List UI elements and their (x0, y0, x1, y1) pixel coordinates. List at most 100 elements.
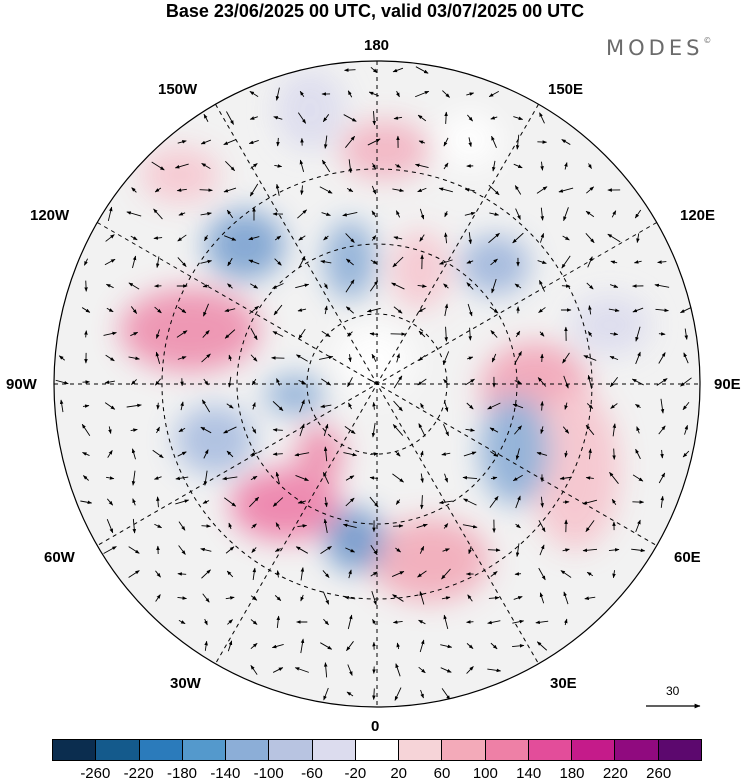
wind-arrow (419, 545, 425, 554)
wind-arrow (443, 137, 449, 147)
wind-arrow (130, 428, 138, 432)
wind-arrow (274, 595, 282, 601)
colorbar-swatch (226, 740, 270, 760)
wind-arrow (294, 452, 310, 457)
wind-arrow (395, 163, 402, 168)
wind-arrow (562, 426, 570, 434)
wind-arrow (130, 235, 138, 241)
wind-arrow (684, 328, 688, 340)
wind-arrow (419, 234, 425, 242)
wind-arrow (323, 518, 328, 534)
wind-arrow (420, 450, 424, 458)
wind-arrow (177, 306, 187, 314)
colorbar-tick-label: -140 (210, 765, 241, 782)
wind-arrow (562, 235, 570, 241)
wind-arrow (610, 332, 619, 336)
wind-arrow (132, 518, 137, 534)
wind-arrow (276, 615, 281, 628)
wind-arrow (491, 278, 497, 294)
wind-arrow (587, 331, 593, 337)
wind-arrow (249, 305, 260, 315)
wind-arrow (465, 428, 475, 432)
wind-arrow (152, 449, 164, 459)
wind-arrow (225, 546, 235, 554)
wind-arrow (203, 449, 209, 459)
wind-arrow (490, 258, 498, 266)
wind-arrow (608, 548, 620, 552)
wind-arrow (297, 209, 307, 219)
wind-arrow (464, 211, 476, 216)
wind-arrow (178, 427, 186, 433)
wind-arrow (682, 401, 690, 411)
wind-arrow (512, 619, 525, 624)
wind-arrow (536, 641, 548, 651)
wind-arrow (540, 207, 545, 221)
wind-arrow (636, 426, 640, 434)
lon-label-150e: 150E (548, 81, 584, 98)
wind-arrow (344, 68, 356, 72)
wind-arrow (632, 307, 644, 313)
wind-arrow (299, 423, 305, 437)
wind-arrow (154, 476, 162, 480)
wind-arrow (227, 283, 233, 289)
wind-arrow (488, 184, 500, 196)
wind-arrow (200, 139, 212, 145)
wind-arrow (394, 687, 402, 701)
wind-arrow (514, 283, 522, 289)
wind-arrow (223, 139, 237, 145)
wind-arrow (418, 423, 426, 437)
wind-arrow (438, 187, 453, 193)
wind-arrow (635, 519, 641, 533)
wind-arrow (490, 642, 498, 650)
wind-arrow (466, 620, 474, 624)
wind-arrow (514, 425, 522, 435)
wind-arrow (106, 498, 114, 506)
wind-arrow (587, 374, 593, 389)
wind-arrow (512, 644, 525, 648)
wind-arrow (660, 398, 665, 414)
wind-arrow (226, 450, 234, 458)
wind-arrow (513, 116, 524, 120)
wind-arrow (634, 209, 642, 219)
wind-arrow (612, 448, 616, 460)
wind-arrow (417, 114, 427, 122)
wind-arrow (252, 402, 256, 410)
wind-arrow (442, 548, 450, 552)
wind-arrow (346, 641, 354, 652)
wind-arrow (393, 375, 403, 389)
wind-arrow (414, 90, 430, 98)
wind-arrow (491, 353, 497, 363)
wind-arrow (563, 375, 569, 389)
wind-arrow (658, 352, 666, 364)
wind-arrow (320, 545, 332, 555)
wind-arrow (443, 423, 449, 437)
wind-arrow (176, 188, 187, 192)
wind-arrow (174, 163, 189, 169)
wind-arrow (132, 255, 137, 269)
wind-arrow (586, 571, 594, 577)
wind-arrow (680, 377, 692, 387)
colorbar-swatch (528, 740, 573, 760)
colorbar-tick-label: 60 (433, 765, 451, 782)
wind-arrow (275, 471, 280, 484)
wind-arrow (489, 427, 499, 433)
wind-arrow (248, 236, 260, 241)
wind-arrow (271, 643, 284, 649)
wind-arrow (487, 402, 501, 410)
wind-arrow (538, 307, 546, 313)
wind-arrow (155, 351, 161, 365)
wind-arrow (295, 546, 309, 554)
colorbar-tick-label: -100 (253, 765, 284, 782)
wind-arrow (611, 498, 617, 506)
wind-arrow (660, 449, 664, 459)
wind-arrow (55, 379, 69, 385)
wind-arrow (633, 260, 642, 264)
wind-arrow (131, 470, 136, 486)
wind-arrow (370, 66, 378, 74)
wind-arrow (539, 279, 545, 292)
wind-arrow (444, 473, 448, 483)
colorbar-tick-label: -20 (344, 765, 367, 782)
anomaly-field (120, 70, 650, 602)
wind-arrow (393, 524, 404, 528)
wind-arrow (300, 594, 304, 602)
